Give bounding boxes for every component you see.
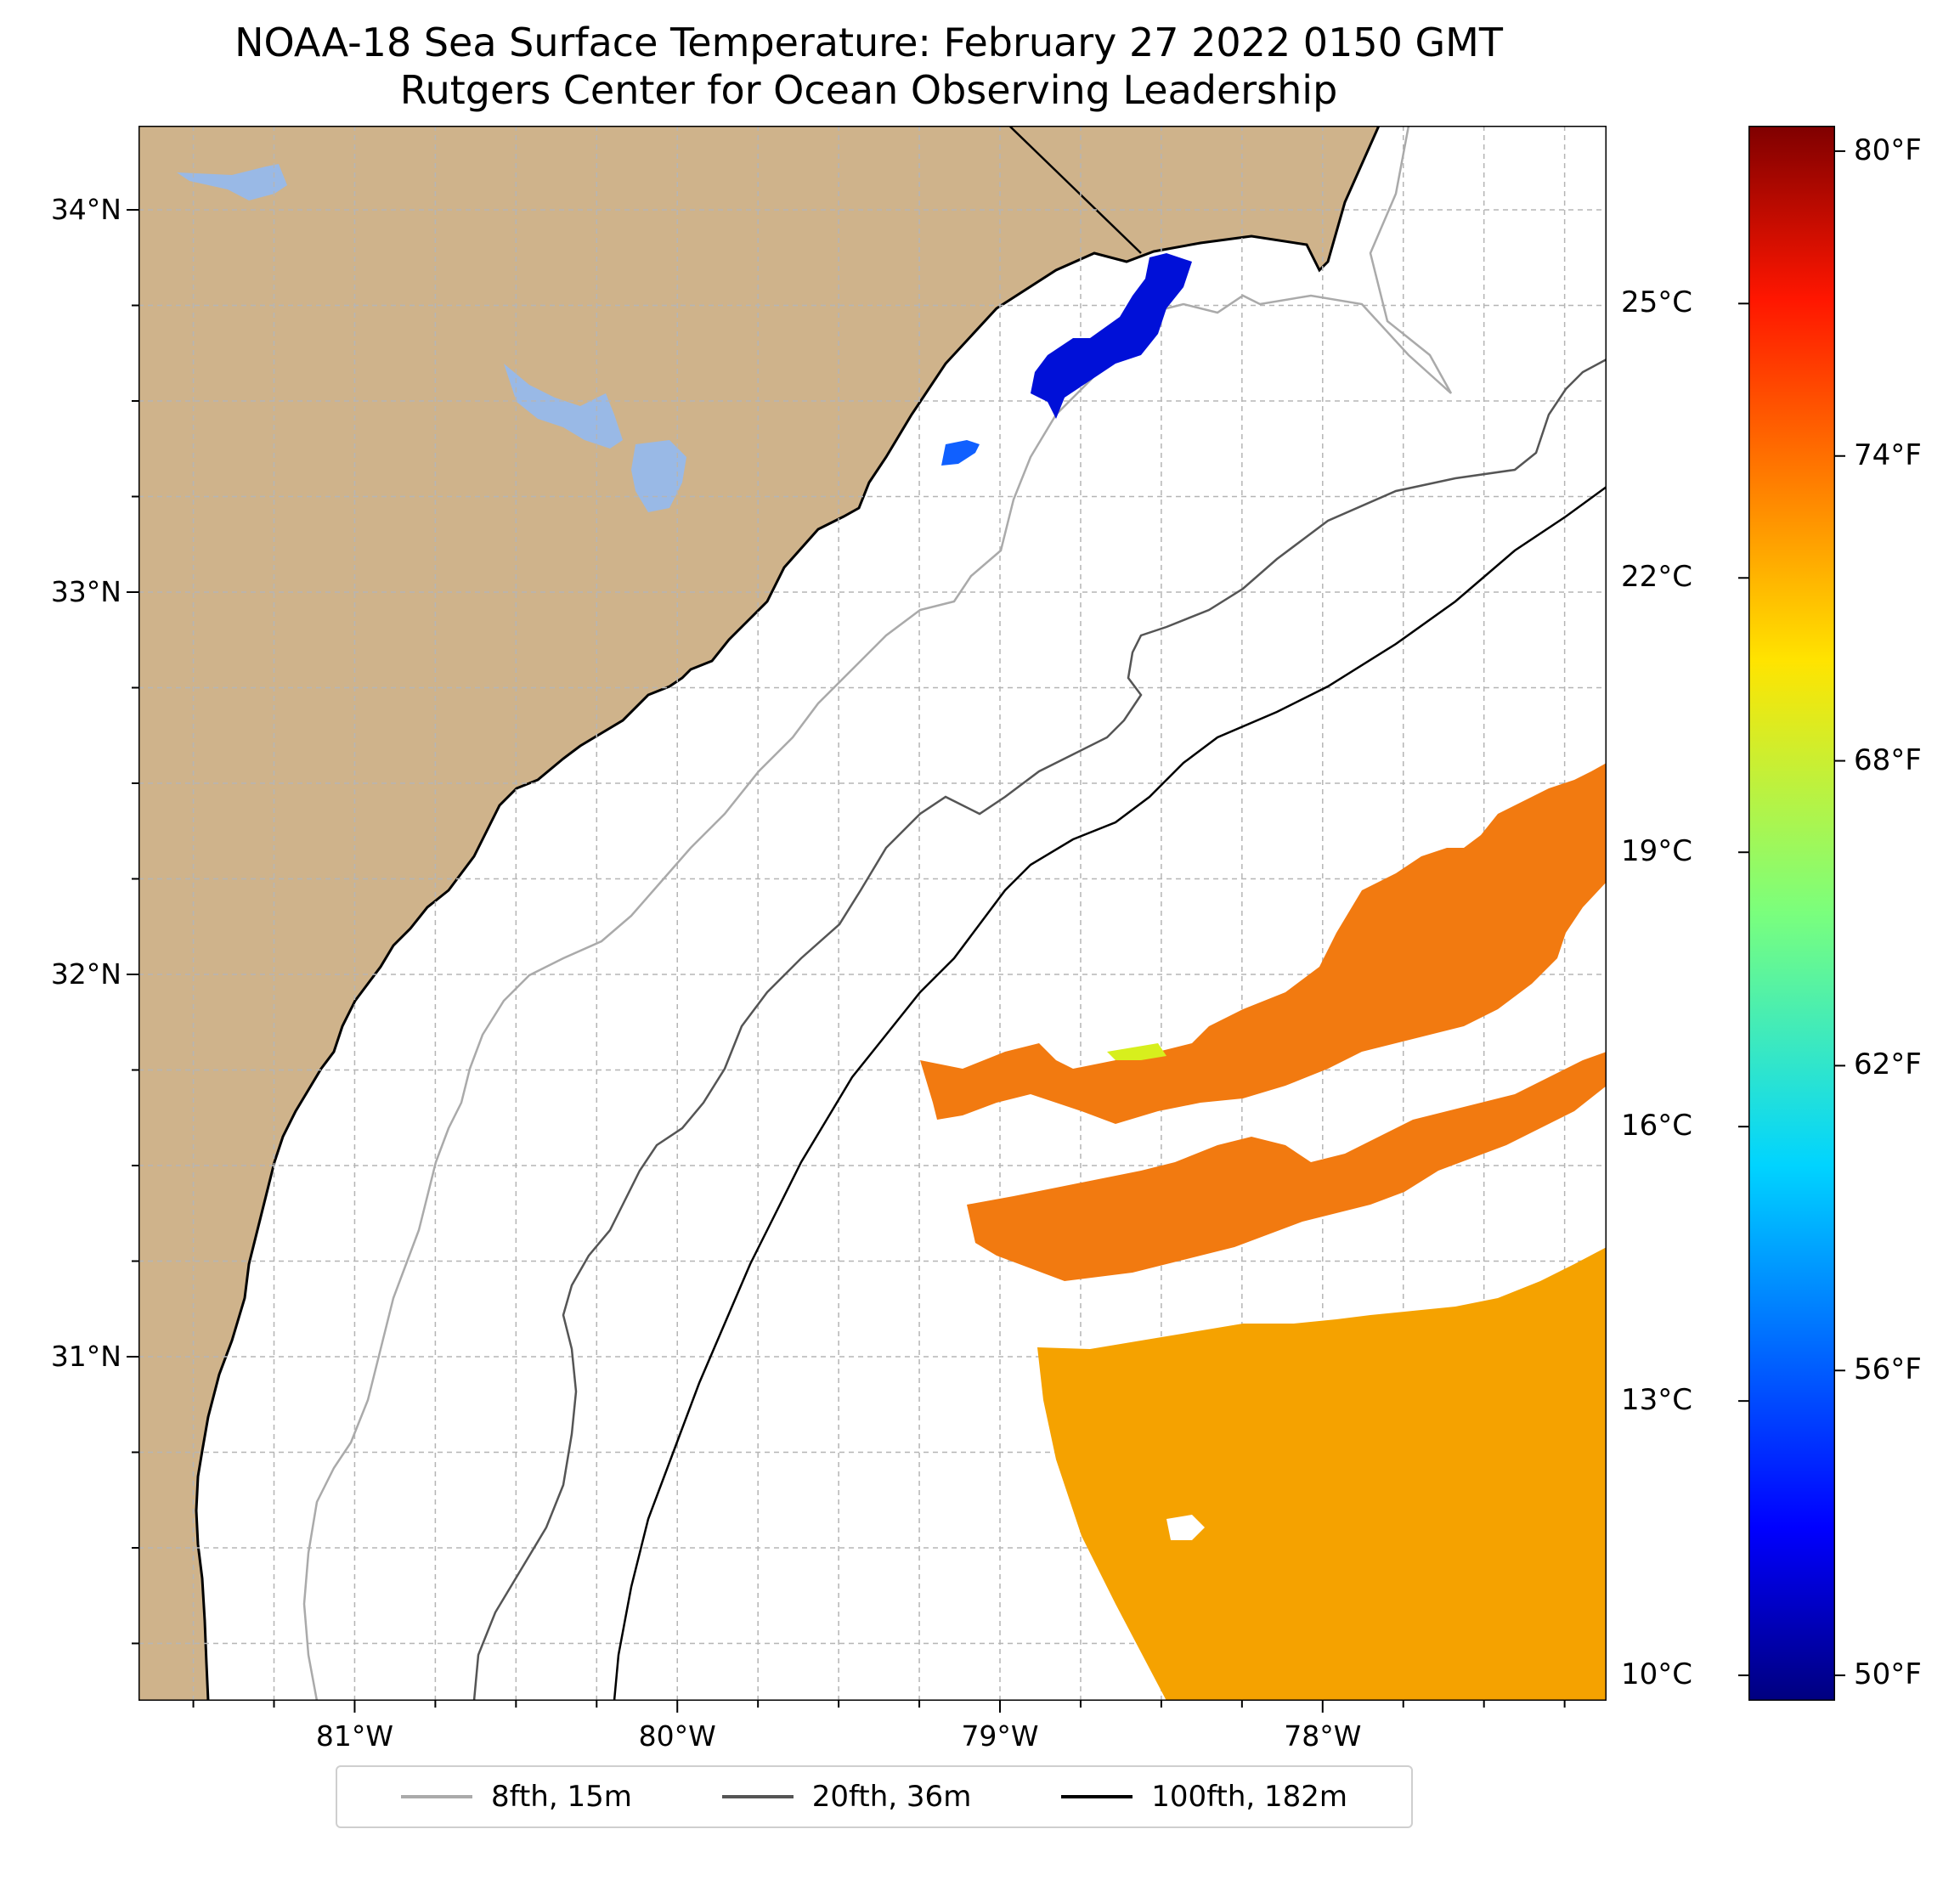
legend-item: 20fth, 36m	[721, 1780, 972, 1814]
colorbar-c-label: 16°C	[1621, 1109, 1693, 1143]
legend-swatch	[1061, 1795, 1133, 1798]
chart-subtitle: Rutgers Center for Ocean Observing Leade…	[399, 67, 1338, 113]
contour-8fth	[302, 126, 1453, 1701]
colorbar-c-label: 22°C	[1621, 560, 1693, 595]
colorbar-c-label: 25°C	[1621, 285, 1693, 320]
lon-label: 81°W	[315, 1719, 393, 1753]
lake-north	[177, 164, 287, 200]
lat-label: 32°N	[50, 957, 121, 991]
lon-label: 79°W	[961, 1719, 1039, 1753]
colorbar	[1748, 126, 1835, 1701]
colorbar-c-label: 10°C	[1621, 1657, 1693, 1692]
lon-label: 78°W	[1284, 1719, 1362, 1753]
chart-title: NOAA-18 Sea Surface Temperature: Februar…	[234, 20, 1503, 65]
legend-swatch	[721, 1795, 794, 1798]
colorbar-c-label: 19°C	[1621, 834, 1693, 869]
lat-label: 31°N	[50, 1340, 121, 1373]
state-border	[1008, 126, 1142, 254]
legend-label: 100fth, 182m	[1151, 1780, 1348, 1814]
colorbar-f-label: 68°F	[1854, 742, 1922, 777]
sst-cold-patch	[941, 253, 1192, 466]
lake-marion	[504, 364, 623, 449]
legend-swatch	[400, 1795, 472, 1798]
lat-label: 33°N	[50, 575, 121, 608]
lon-label: 80°W	[638, 1719, 716, 1753]
contour-20fth	[472, 358, 1607, 1701]
legend: 8fth, 15m 20fth, 36m 100fth, 182m	[336, 1765, 1413, 1828]
contour-100fth	[613, 485, 1607, 1701]
colorbar-c-label: 13°C	[1621, 1383, 1693, 1418]
lat-label: 34°N	[50, 193, 121, 226]
sst-warm-swath	[920, 763, 1607, 1701]
land-area	[138, 126, 1381, 1701]
colorbar-f-label: 56°F	[1854, 1352, 1922, 1387]
sst-map	[138, 126, 1607, 1701]
colorbar-f-label: 50°F	[1854, 1657, 1922, 1692]
colorbar-f-label: 80°F	[1854, 133, 1922, 167]
legend-item: 8fth, 15m	[400, 1780, 632, 1814]
lake-moultrie	[631, 440, 686, 512]
colorbar-f-label: 62°F	[1854, 1047, 1922, 1082]
colorbar-f-label: 74°F	[1854, 438, 1922, 472]
legend-item: 100fth, 182m	[1061, 1780, 1347, 1814]
legend-label: 8fth, 15m	[490, 1780, 632, 1814]
legend-label: 20fth, 36m	[811, 1780, 972, 1814]
